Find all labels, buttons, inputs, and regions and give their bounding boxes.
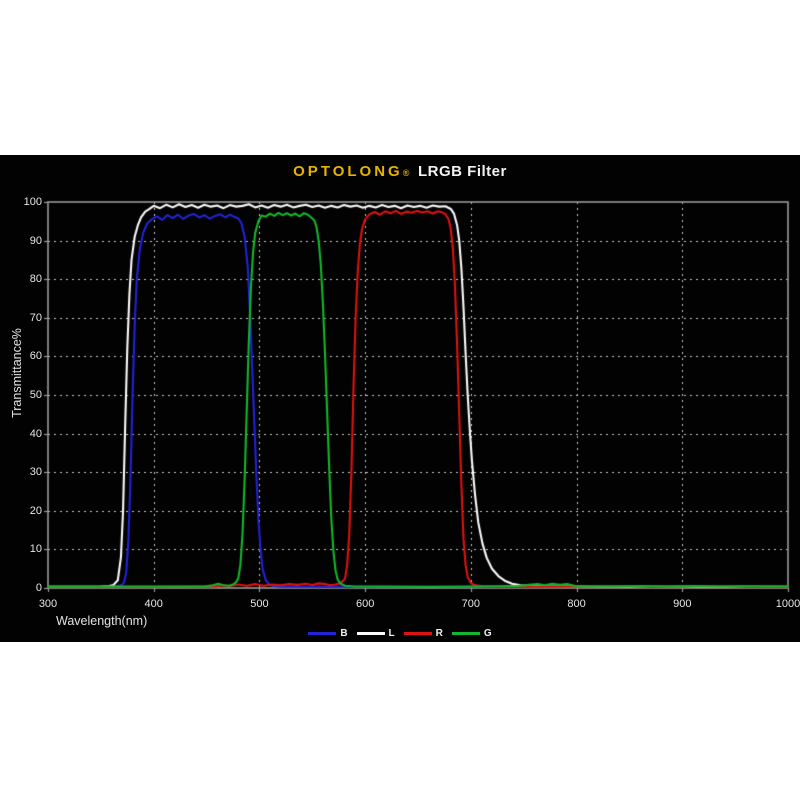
legend-item-l: L [356,628,395,639]
transmittance-plot-canvas [0,195,800,607]
x-tick-label: 600 [355,598,375,610]
legend-swatch-g [451,632,480,635]
legend-item-b: B [308,628,348,639]
y-tick-label: 80 [29,273,42,286]
chart-panel: OPTOLONG® LRGB Filter Transmittance% 0 10… [0,155,800,642]
legend-swatch-b [308,632,337,635]
brand-optolong: OPTOLONG [293,163,403,180]
legend-item-g: G [451,628,492,639]
x-tick-label: 500 [250,598,269,610]
y-tick-label: 40 [29,427,42,440]
y-tick-label: 50 [29,389,42,401]
chart-title-text: LRGB Filter [418,163,507,180]
y-tick-label: 10 [29,543,42,556]
legend-swatch-l [356,632,385,635]
x-tick-label: 800 [567,598,586,610]
registered-mark-icon: ® [402,168,410,178]
legend-label-b: B [340,628,348,639]
chart-title: OPTOLONG® LRGB Filter [0,163,800,180]
y-tick-label: 30 [29,466,42,479]
y-axis-title: Transmittance% [10,328,24,418]
legend: B L R G [0,628,800,639]
y-tick-label: 70 [29,311,42,324]
legend-swatch-r [403,632,432,635]
y-tick-label: 100 [23,196,42,208]
y-tick-label: 90 [29,234,42,247]
x-tick-label: 1000 [775,598,800,610]
legend-label-l: L [388,628,395,639]
y-tick-label: 20 [29,504,42,517]
legend-item-r: R [403,628,443,639]
x-tick-label: 900 [673,598,692,610]
legend-label-r: R [435,628,443,639]
x-tick-label: 400 [144,598,163,610]
y-tick-label: 0 [35,582,42,594]
y-tick-label: 60 [29,350,42,363]
x-tick-label: 300 [38,598,58,610]
x-axis-title: Wavelength(nm) [56,614,148,628]
legend-label-g: G [483,628,492,639]
x-tick-label: 700 [461,598,481,610]
